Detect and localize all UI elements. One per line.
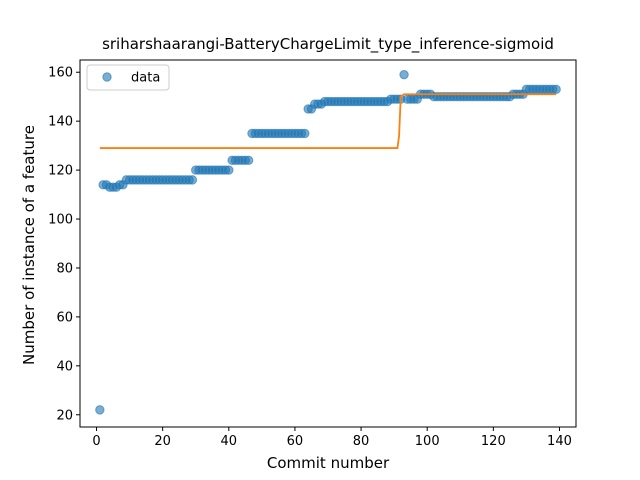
- x-tick-label: 120: [481, 434, 506, 449]
- data-point: [551, 84, 561, 95]
- data-point: [224, 165, 234, 175]
- x-tick-label: 140: [547, 434, 572, 449]
- axes-frame: [79, 59, 577, 428]
- y-tick-label: 140: [48, 115, 73, 130]
- x-tick-label: 60: [287, 434, 304, 449]
- x-tick-label: 20: [154, 434, 171, 449]
- legend: data: [86, 64, 170, 91]
- y-tick-label: 80: [56, 261, 73, 276]
- y-tick-label: 160: [48, 66, 73, 81]
- plot-area: [95, 69, 561, 415]
- axis-ticks: 0 20 40 60 80 100 120 140 20 40 60 80 100 120 140 160: [48, 59, 577, 449]
- legend-marker: [102, 72, 112, 82]
- y-tick-label: 120: [48, 164, 73, 179]
- fit-line: [99, 93, 557, 149]
- data-point: [399, 69, 409, 80]
- legend-label: data: [131, 71, 160, 86]
- x-tick-label: 80: [353, 434, 370, 449]
- data-point: [243, 155, 254, 166]
- data-point: [300, 128, 310, 139]
- data-point: [187, 175, 198, 185]
- y-tick-label: 100: [48, 213, 73, 228]
- x-tick-label: 40: [221, 434, 238, 449]
- x-axis-label: Commit number: [267, 454, 390, 472]
- y-tick-label: 60: [56, 310, 73, 325]
- x-tick-label: 100: [415, 434, 440, 449]
- chart-title: sriharshaarangi-BatteryChargeLimit_type_…: [102, 35, 554, 54]
- y-tick-label: 20: [56, 408, 73, 423]
- x-tick-label: 0: [92, 434, 100, 449]
- legend-box: [86, 64, 170, 91]
- data-point: [95, 405, 105, 415]
- y-axis-label: Number of instance of a feature: [20, 125, 38, 365]
- y-tick-label: 40: [56, 359, 73, 374]
